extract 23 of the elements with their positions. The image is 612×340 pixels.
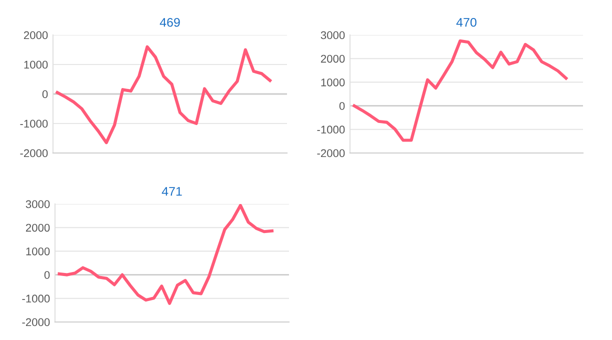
y-tick-label: 2000 bbox=[320, 54, 345, 63]
y-tick-label: -1000 bbox=[20, 120, 48, 128]
y-tick-label: -1000 bbox=[22, 294, 50, 303]
y-tick-label: 1000 bbox=[26, 247, 50, 256]
chart-title: 471 bbox=[162, 187, 182, 196]
y-tick-label: 0 bbox=[44, 271, 50, 279]
y-tick-label: -2000 bbox=[317, 149, 345, 158]
y-tick-label: 2000 bbox=[26, 224, 50, 232]
y-tick-label: 0 bbox=[42, 90, 48, 98]
y-tick-label: 3000 bbox=[320, 31, 345, 40]
chart-title: 470 bbox=[456, 18, 476, 27]
y-tick-label: -2000 bbox=[20, 149, 48, 158]
y-tick-label: -1000 bbox=[317, 126, 345, 134]
y-tick-label: 3000 bbox=[26, 200, 50, 208]
line-series bbox=[58, 204, 274, 305]
y-tick-label: -2000 bbox=[22, 318, 50, 326]
line-series bbox=[56, 45, 272, 144]
y-tick-label: 0 bbox=[339, 102, 345, 110]
y-tick-label: 2000 bbox=[24, 31, 48, 40]
chart-title: 469 bbox=[160, 18, 180, 27]
line-series bbox=[352, 39, 568, 142]
y-tick-label: 1000 bbox=[24, 60, 48, 69]
y-tick-label: 1000 bbox=[321, 78, 345, 86]
